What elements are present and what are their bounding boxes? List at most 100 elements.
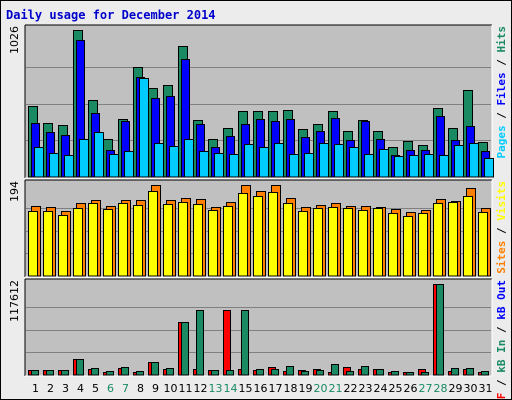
x-tick-label-day-31: 31 <box>479 382 493 395</box>
panel-hits-files-pages-bar-pages-day-7 <box>124 151 134 178</box>
panel-kb-bar-kb-in-day-20 <box>316 370 324 376</box>
panel-kb-series-legend: kB F / kB In / kB Out <box>495 280 508 400</box>
panel-hits-files-pages-bar-pages-day-13 <box>214 153 224 178</box>
x-tick-label-day-22: 22 <box>344 382 358 395</box>
panel-hits-files-pages-bar-pages-day-21 <box>334 144 344 178</box>
panel-kb-bar-kb-in-day-30 <box>466 368 474 376</box>
panel-sites-visits-bar-visits-day-20 <box>313 208 323 277</box>
panel-sites-visits-bar-visits-day-5 <box>88 203 98 277</box>
panel-hits-files-pages-bar-pages-day-4 <box>79 139 89 178</box>
panel-sites-visits-bar-visits-day-6 <box>103 209 113 277</box>
panel-sites-visits-bar-visits-day-15 <box>238 193 248 277</box>
x-tick-label-day-18: 18 <box>284 382 298 395</box>
panel-kb-bar-kb-in-day-29 <box>451 368 459 376</box>
panel-hits-files-pages-bar-pages-day-22 <box>349 147 359 178</box>
panel-hits-files-pages-bar-pages-day-11 <box>184 139 194 178</box>
panel-kb-bar-kb-in-day-28 <box>436 284 444 376</box>
panel-sites-visits-bar-visits-day-26 <box>403 216 413 277</box>
x-tick-label-day-11: 11 <box>179 382 193 395</box>
panel-sites-visits-bar-visits-day-17 <box>268 192 278 277</box>
panel-kb-bar-kb-in-day-13 <box>211 370 219 376</box>
panel-hits-files-pages-bar-pages-day-2 <box>49 153 59 178</box>
x-tick-label-day-12: 12 <box>194 382 208 395</box>
panel-hits-files-pages-bar-pages-day-18 <box>289 154 299 178</box>
panel-kb-bar-kb-in-day-31 <box>481 371 489 376</box>
x-tick-label-day-27: 27 <box>419 382 433 395</box>
x-tick-label-day-17: 17 <box>269 382 283 395</box>
panel-sites-visits-bar-visits-day-18 <box>283 203 293 277</box>
panel-hits-files-pages-bar-pages-day-8 <box>139 78 149 178</box>
panel-sites-visits-bar-visits-day-25 <box>388 213 398 277</box>
panel-kb-legend-part-2: kB In <box>495 340 508 373</box>
panel-hits-files-pages-bar-pages-day-14 <box>229 154 239 178</box>
x-tick-label-day-24: 24 <box>374 382 388 395</box>
panel-kb-bar-kb-in-day-5 <box>91 368 99 376</box>
panel-kb-max-label: 117612 <box>8 280 21 322</box>
x-tick-label-day-4: 4 <box>77 382 84 395</box>
x-tick-label-day-10: 10 <box>164 382 178 395</box>
panel-sites-visits-bar-visits-day-31 <box>478 212 488 277</box>
x-tick-label-day-15: 15 <box>239 382 253 395</box>
panel-sites-visits-bar-visits-day-8 <box>133 205 143 277</box>
x-tick-label-day-16: 16 <box>254 382 268 395</box>
panel-hits-files-pages-legend-part-4: Hits <box>495 26 508 53</box>
panel-kb-bar-kb-in-day-8 <box>136 371 144 376</box>
chart-title: Daily usage for December 2014 <box>6 8 216 22</box>
panel-hits-files-pages-bar-pages-day-30 <box>469 143 479 178</box>
x-tick-label-day-9: 9 <box>152 382 159 395</box>
panel-kb-bar-kb-in-day-18 <box>286 366 294 376</box>
panel-sites-visits-bar-visits-day-1 <box>28 211 38 277</box>
x-tick-label-day-2: 2 <box>47 382 54 395</box>
x-tick-label-day-5: 5 <box>92 382 99 395</box>
panel-hits-files-pages-bar-pages-day-5 <box>94 132 104 178</box>
x-tick-label-day-21: 21 <box>329 382 343 395</box>
panel-kb-bar-kb-in-day-19 <box>301 371 309 376</box>
panel-kb-legend-part-0: kB F <box>495 393 508 400</box>
panel-sites-visits-bar-visits-day-3 <box>58 215 68 277</box>
panel-sites-visits-legend-part-2: Visits <box>495 181 508 221</box>
panel-hits-files-pages-legend-part-2: Files <box>495 72 508 105</box>
panel-sites-visits-bar-visits-day-4 <box>73 208 83 277</box>
panel-kb-legend-part-4: kB Out <box>495 280 508 320</box>
panel-kb-bar-kb-in-day-15 <box>241 310 249 376</box>
x-tick-label-day-29: 29 <box>449 382 463 395</box>
panel-kb-legend-part-3: / <box>495 320 508 340</box>
panel-kb-bar-kb-in-day-22 <box>346 371 354 376</box>
panel-hits-files-pages-bar-pages-day-28 <box>439 155 449 178</box>
panel-sites-visits-bar-visits-day-29 <box>448 202 458 277</box>
panel-sites-visits-bar-visits-day-30 <box>463 196 473 277</box>
panel-hits-files-pages-bar-pages-day-1 <box>34 147 44 178</box>
panel-hits-files-pages-bar-pages-day-16 <box>259 147 269 178</box>
panel-sites-visits-bar-visits-day-14 <box>223 206 233 277</box>
panel-kb-bar-kb-in-day-16 <box>256 369 264 376</box>
panel-sites-visits-bar-visits-day-10 <box>163 204 173 277</box>
panel-hits-files-pages-bar-pages-day-26 <box>409 155 419 178</box>
panel-hits-files-pages-bar-pages-day-20 <box>319 143 329 178</box>
panel-kb-bar-kb-in-day-23 <box>361 366 369 376</box>
panel-sites-visits-series-legend: Sites / Visits <box>495 181 508 274</box>
panel-kb-bar-kb-in-day-26 <box>406 372 414 376</box>
panel-kb-bar-kb-in-day-1 <box>31 370 39 376</box>
panel-sites-visits-bar-visits-day-13 <box>208 210 218 277</box>
panel-hits-files-pages-bar-pages-day-17 <box>274 143 284 178</box>
panel-hits-files-pages-bar-pages-day-3 <box>64 155 74 178</box>
panel-sites-visits-bar-visits-day-2 <box>43 211 53 277</box>
x-tick-label-day-6: 6 <box>107 382 114 395</box>
x-tick-label-day-25: 25 <box>389 382 403 395</box>
panel-hits-files-pages-bar-pages-day-25 <box>394 156 404 178</box>
panel-hits-files-pages-bar-pages-day-10 <box>169 146 179 178</box>
x-tick-label-day-8: 8 <box>137 382 144 395</box>
panel-kb-bar-kb-in-day-9 <box>151 362 159 376</box>
panel-kb-bar-kb-in-day-6 <box>106 371 114 376</box>
panel-hits-files-pages-legend-part-3: / <box>495 53 508 73</box>
panel-kb-bar-kb-in-day-2 <box>46 370 54 376</box>
x-tick-label-day-13: 13 <box>209 382 223 395</box>
panel-sites-visits-bar-visits-day-23 <box>358 210 368 277</box>
panel-sites-visits-bar-visits-day-11 <box>178 202 188 277</box>
x-tick-label-day-7: 7 <box>122 382 129 395</box>
panel-kb-bar-kb-in-day-17 <box>271 369 279 376</box>
panel-hits-files-pages-bar-pages-day-27 <box>424 154 434 178</box>
panel-hits-files-pages-bar-pages-day-6 <box>109 154 119 178</box>
x-tick-label-day-30: 30 <box>464 382 478 395</box>
panel-kb-bar-kb-in-day-14 <box>226 370 234 376</box>
